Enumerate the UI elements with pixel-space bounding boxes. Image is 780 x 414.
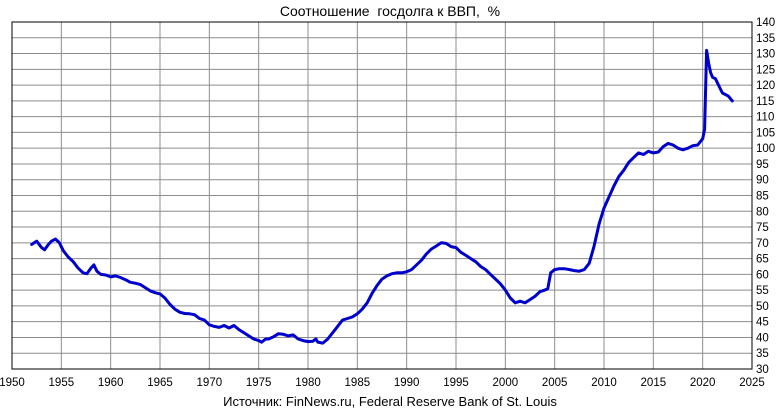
y-tick-label: 110 — [756, 112, 774, 124]
x-tick-label: 1990 — [394, 377, 420, 389]
y-tick-label: 70 — [756, 238, 769, 250]
x-tick-label: 2005 — [542, 377, 568, 389]
x-tick-label: 1950 — [0, 377, 25, 389]
x-tick-label: 1965 — [147, 377, 173, 389]
x-tick-label: 1955 — [49, 377, 75, 389]
x-tick-label: 1960 — [98, 377, 124, 389]
x-tick-label: 1995 — [443, 377, 469, 389]
y-tick-label: 105 — [756, 127, 775, 139]
y-tick-label: 95 — [756, 159, 769, 171]
y-axis-ticks: 30 35 40 45 50 55 60 65 70 75 80 85 90 95 100 105 110 115… — [756, 17, 775, 376]
series-line-debt-to-gdp — [30, 48, 734, 345]
x-tick-label: 1970 — [197, 377, 223, 389]
y-tick-label: 130 — [756, 49, 775, 61]
chart-source-note: Источник: FinNews.ru, Federal Reserve Ba… — [223, 394, 557, 409]
y-tick-label: 125 — [756, 64, 775, 76]
gridlines — [11, 21, 753, 370]
y-tick-label: 135 — [756, 33, 775, 45]
chart-title: Соотношение госдолга к ВВП, % — [279, 3, 501, 19]
y-tick-label: 100 — [756, 143, 775, 155]
y-tick-label: 55 — [756, 285, 769, 297]
y-tick-label: 140 — [756, 17, 775, 29]
x-tick-label: 2020 — [690, 377, 716, 389]
y-tick-label: 120 — [756, 80, 775, 92]
y-tick-label: 80 — [756, 206, 769, 218]
y-tick-label: 85 — [756, 191, 769, 203]
y-tick-label: 65 — [756, 254, 769, 266]
y-tick-label: 35 — [756, 348, 769, 360]
x-tick-label: 2010 — [591, 377, 617, 389]
x-tick-label: 2000 — [493, 377, 519, 389]
y-tick-label: 60 — [756, 269, 769, 281]
x-tick-label: 1980 — [295, 377, 321, 389]
y-tick-label: 115 — [756, 96, 774, 108]
plot-area-frame — [11, 21, 753, 370]
x-tick-label: 2015 — [641, 377, 667, 389]
x-tick-label: 1985 — [345, 377, 371, 389]
x-axis-ticks: 1950 1955 1960 1965 1970 1975 1980 1985 1990 1995… — [0, 377, 765, 389]
y-tick-label: 50 — [756, 301, 769, 313]
y-tick-label: 45 — [756, 317, 769, 329]
y-tick-label: 30 — [756, 364, 769, 376]
y-tick-label: 40 — [756, 332, 769, 344]
y-tick-label: 90 — [756, 175, 769, 187]
x-tick-label: 2025 — [739, 377, 765, 389]
y-tick-label: 75 — [756, 222, 769, 234]
x-tick-label: 1975 — [246, 377, 272, 389]
